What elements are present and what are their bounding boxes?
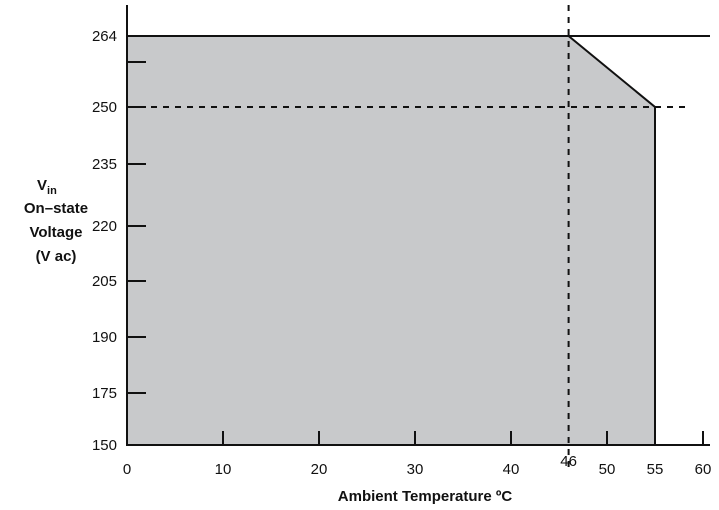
y-tick-label-235: 235 — [92, 156, 117, 173]
y-tick-label-250: 250 — [92, 99, 117, 116]
y-tick-label-264: 264 — [92, 28, 117, 45]
operating-region — [126, 35, 656, 446]
x-tick-label-20: 20 — [311, 461, 328, 478]
y-tick-label-175: 175 — [92, 385, 117, 402]
y-axis-title-line3: (V ac) — [36, 248, 77, 265]
tick-labels: 0 10 20 30 40 46 50 55 60 150 175 190 205 220 235 250 26… — [92, 28, 711, 478]
x-tick-label-40: 40 — [503, 461, 520, 478]
x-axis-title: Ambient Temperature ºC — [338, 488, 513, 505]
y-tick-label-205: 205 — [92, 273, 117, 290]
plot-area — [126, 5, 710, 470]
y-tick-label-150: 150 — [92, 437, 117, 454]
y-tick-label-220: 220 — [92, 218, 117, 235]
y-axis-title-line2: Voltage — [29, 224, 82, 241]
x-tick-label-50: 50 — [599, 461, 616, 478]
x-tick-label-0: 0 — [123, 461, 131, 478]
y-axis-title: Vin On–state Voltage (V ac) — [24, 177, 88, 265]
x-tick-label-60: 60 — [695, 461, 712, 478]
axes — [126, 5, 710, 446]
y-axis-title-line1: On–state — [24, 200, 88, 217]
y-tick-label-190: 190 — [92, 329, 117, 346]
x-tick-label-55: 55 — [647, 461, 664, 478]
x-tick-label-46: 46 — [560, 453, 577, 470]
y-axis-title-symbol: Vin — [37, 177, 57, 197]
x-tick-label-30: 30 — [407, 461, 424, 478]
x-tick-label-10: 10 — [215, 461, 232, 478]
